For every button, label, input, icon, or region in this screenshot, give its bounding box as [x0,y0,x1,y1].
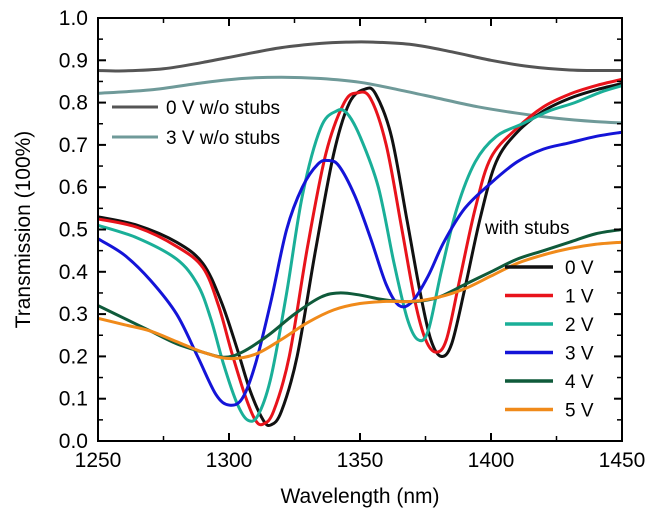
x-tick-label: 1350 [337,449,384,472]
x-axis-title: Wavelength (nm) [280,485,439,508]
legend-layer: 0 V w/o stubs 3 V w/o stubs with stubs 0 V 1… [112,98,594,422]
ticks-layer: 1250 1300 1350 1400 14500.00.10.20.30.40.50.… [59,7,646,472]
legend-title: with stubs [484,218,569,239]
y-tick-label: 1.0 [59,7,88,30]
x-tick-label: 1450 [599,449,646,472]
legend-label-3-v-w-o-stubs: 3 V w/o stubs [166,128,280,149]
legend-label-4-v: 4 V [565,372,594,393]
y-tick-label: 0.8 [59,92,88,115]
series-line-4-v [98,230,622,358]
legend-label-0-v: 0 V [565,258,594,279]
legend-label-1-v: 1 V [565,287,594,308]
x-tick-label: 1400 [468,449,515,472]
x-tick-label: 1300 [206,449,253,472]
legend-label-3-v: 3 V [565,344,594,365]
series-line-0-v-w-o-stubs [98,42,622,71]
legend-label-0-v-w-o-stubs: 0 V w/o stubs [166,98,280,119]
y-tick-label: 0.1 [59,388,88,411]
legend-label-2-v: 2 V [565,315,594,336]
y-tick-label: 0.5 [59,219,88,242]
y-tick-label: 0.4 [59,261,89,284]
y-axis-title: Transmission (100%) [12,131,35,329]
y-tick-label: 0.9 [59,49,88,72]
legend-label-5-v: 5 V [565,401,594,422]
y-tick-label: 0.3 [59,303,88,326]
y-tick-label: 0.0 [59,430,88,453]
y-tick-label: 0.2 [59,345,88,368]
y-tick-label: 0.7 [59,134,88,157]
series-line-3-v [98,132,622,405]
y-tick-label: 0.6 [59,176,88,199]
